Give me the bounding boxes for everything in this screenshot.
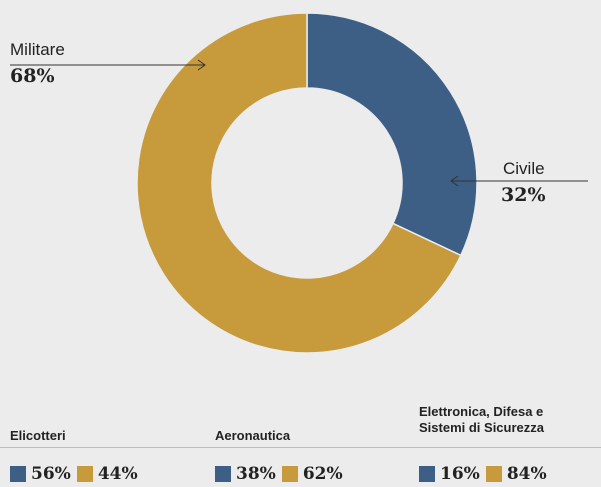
slice-militare <box>136 12 462 354</box>
swatch-militare <box>485 466 502 482</box>
swatch-civile <box>215 466 231 482</box>
militare-leader-line <box>10 59 206 71</box>
civile-leader-line <box>450 175 588 187</box>
segments-divider <box>0 447 601 448</box>
segment-values-elicotteri: 56% 44% <box>10 463 144 485</box>
swatch-militare <box>76 466 93 482</box>
swatch-militare <box>281 466 298 482</box>
callout-civile-name: Civile <box>503 159 545 178</box>
callout-civile: Civile 32% <box>501 159 546 207</box>
value-civile: 38% <box>236 464 276 484</box>
value-civile: 16% <box>440 464 480 484</box>
value-militare: 62% <box>302 464 343 484</box>
value-militare: 44% <box>97 464 138 484</box>
value-civile: 56% <box>31 464 71 484</box>
segment-title-elettronica: Elettronica, Difesa e Sistemi di Sicurez… <box>419 404 544 436</box>
swatch-civile <box>419 466 435 482</box>
segment-title-elettronica-line2: Sistemi di Sicurezza <box>419 420 544 435</box>
donut-chart <box>10 12 588 354</box>
segment-title-aeronautica: Aeronautica <box>215 428 291 443</box>
swatch-civile <box>10 466 26 482</box>
callout-militare-name: Militare <box>10 40 65 59</box>
segment-values-elettronica: 16% 84% <box>419 463 553 485</box>
callout-militare: Militare 68% <box>10 40 65 88</box>
callout-militare-pct: 68% <box>10 65 55 87</box>
callout-civile-pct: 32% <box>501 184 546 206</box>
slice-civile <box>306 12 478 257</box>
segment-values-aeronautica: 38% 62% <box>215 463 349 485</box>
segment-title-elettronica-line1: Elettronica, Difesa e <box>419 404 544 419</box>
value-militare: 84% <box>506 464 547 484</box>
segment-title-elicotteri: Elicotteri <box>10 428 66 443</box>
